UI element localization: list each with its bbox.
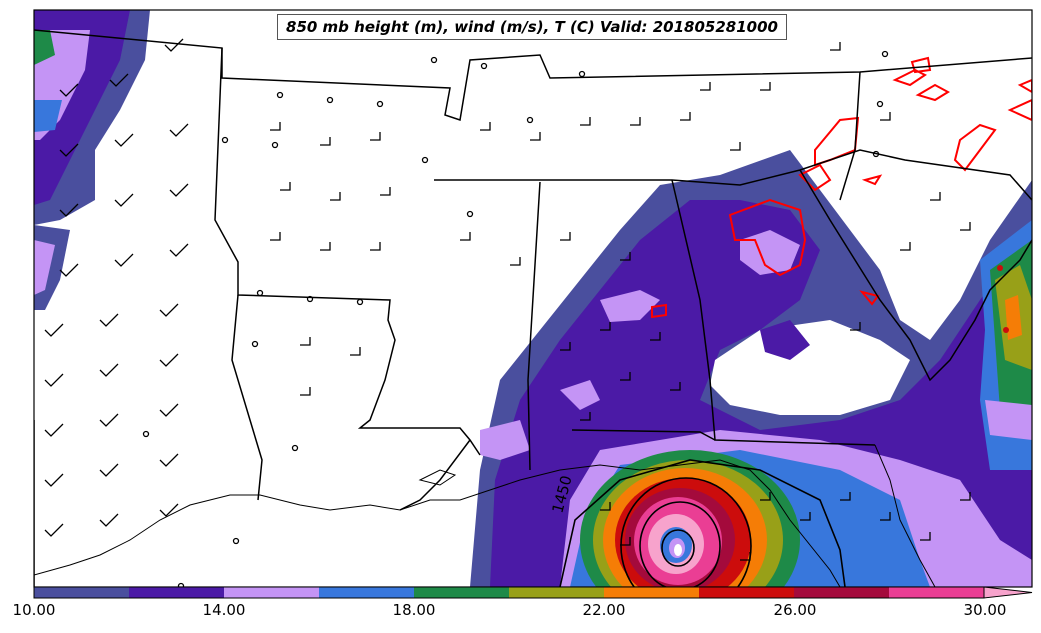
colorbar-swatch (129, 587, 224, 598)
colorbar-tick-label: 22.00 (582, 601, 626, 619)
map-title: 850 mb height (m), wind (m/s), T (C) Val… (277, 14, 787, 40)
colorbar-tick-label: 14.00 (202, 601, 246, 619)
colorbar-swatch (604, 587, 699, 598)
colorbar-swatch (889, 587, 984, 598)
map-panel: 1450 (34, 10, 1032, 587)
colorbar-swatch (699, 587, 794, 598)
wind-barbs (44, 38, 971, 561)
state-boundaries (34, 29, 1032, 587)
colorbar-tick-label: 18.00 (392, 601, 436, 619)
colorbar-swatch (319, 587, 414, 598)
colorbar (33, 586, 1033, 599)
colorbar-swatches (34, 586, 1033, 599)
gulf-coastline (34, 444, 936, 587)
height-contours (559, 459, 846, 587)
colorbar-swatch (34, 587, 129, 598)
colorbar-tick-label: 30.00 (963, 601, 1007, 619)
colorbar-swatch (414, 587, 509, 598)
colorbar-tick-label: 26.00 (773, 601, 817, 619)
colorbar-extend-arrow (983, 586, 1033, 599)
colorbar-swatch (794, 587, 889, 598)
shading-storm (580, 450, 800, 587)
colorbar-swatch (509, 587, 604, 598)
colorbar-tick-label: 10.00 (12, 601, 56, 619)
calm-wind-circles (142, 50, 889, 587)
shading-west (34, 10, 150, 310)
colorbar-swatch (224, 587, 319, 598)
